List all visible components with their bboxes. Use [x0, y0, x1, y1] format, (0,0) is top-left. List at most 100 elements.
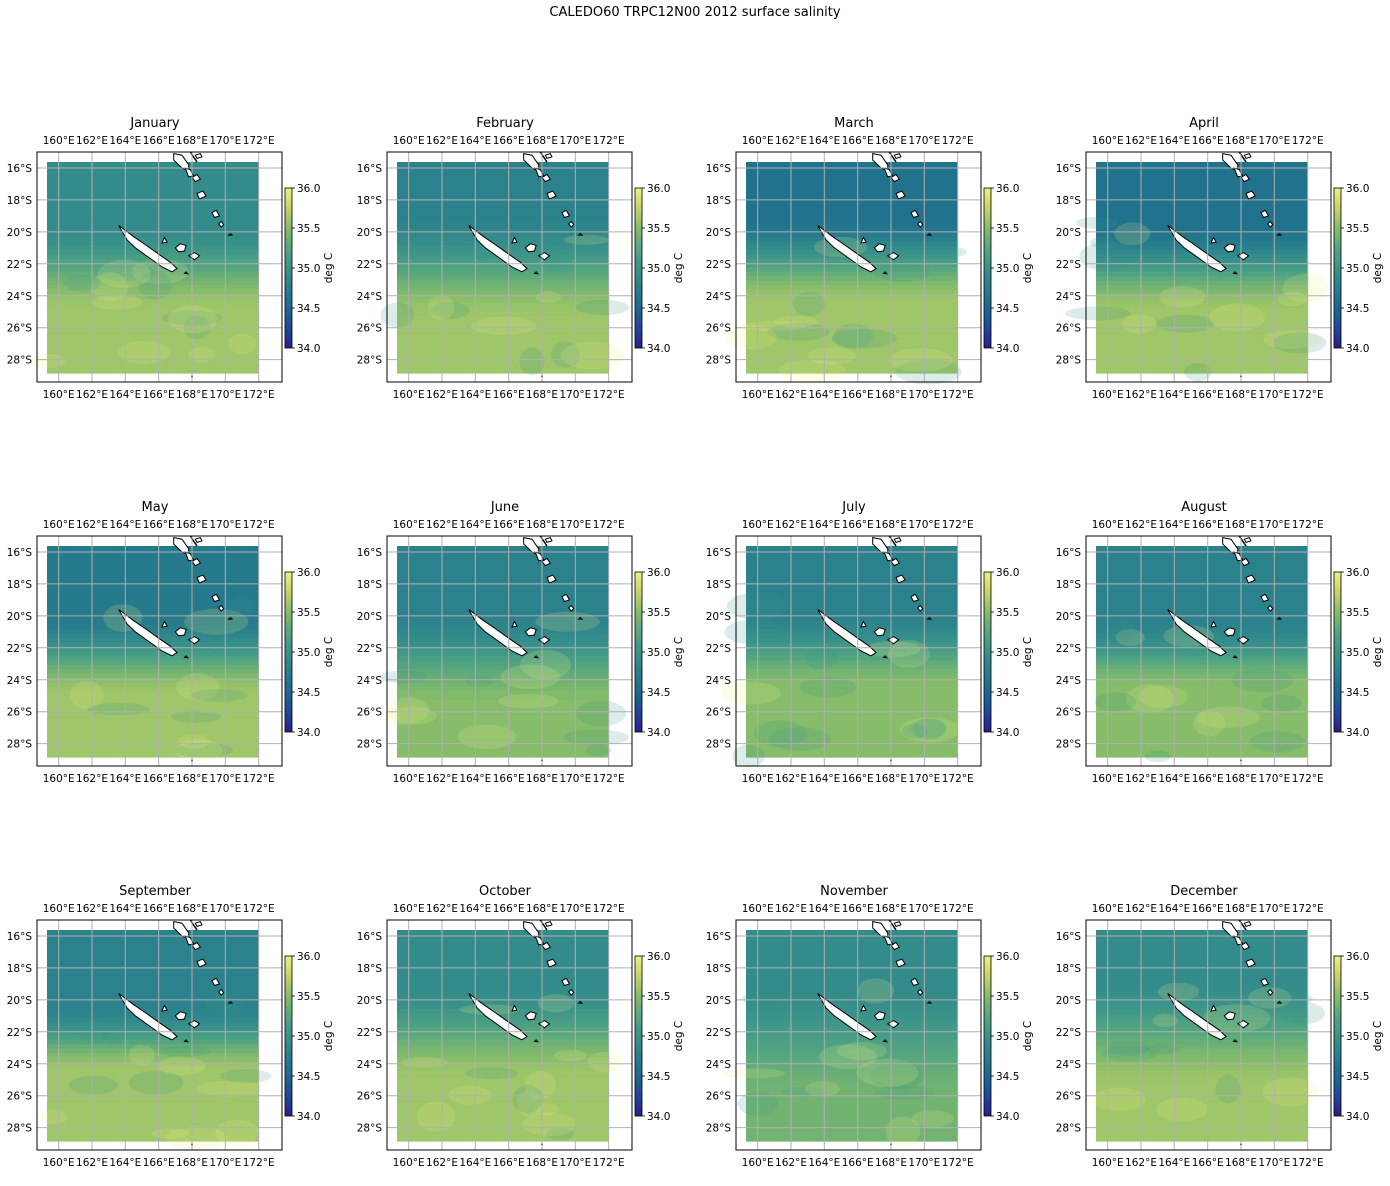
eddy-filament: [1215, 1074, 1241, 1104]
salinity-band: [746, 1004, 958, 1010]
salinity-band: [746, 1048, 958, 1054]
longitude-tick-label: 170°E: [559, 903, 591, 915]
salinity-band: [1096, 682, 1308, 688]
salinity-band: [47, 625, 259, 631]
longitude-tick-label: 164°E: [808, 773, 840, 785]
colorbar-tick-label: 34.5: [647, 303, 670, 315]
colorbar-tick-label: 34.5: [647, 687, 670, 699]
eddy-filament: [188, 346, 215, 363]
salinity-band: [397, 611, 609, 617]
salinity-band: [47, 956, 259, 962]
salinity-band: [746, 1127, 958, 1133]
salinity-band: [1096, 1035, 1308, 1041]
salinity-band: [746, 162, 958, 167]
salinity-band: [397, 546, 609, 551]
land-island: [468, 225, 528, 273]
map-panel-january: January 160°E 160°E 162°E 162°E 164°E 164°E 166…: [0, 116, 335, 418]
salinity-band: [397, 162, 609, 167]
salinity-band: [1096, 991, 1308, 997]
latitude-tick-label: 16°S: [357, 931, 383, 943]
salinity-band: [746, 708, 958, 714]
eddy-filament: [856, 1058, 919, 1087]
salinity-band: [47, 1136, 259, 1142]
longitude-tick-label: 162°E: [1125, 1157, 1157, 1169]
longitude-tick-label: 170°E: [209, 135, 241, 147]
salinity-band: [1096, 1092, 1308, 1098]
salinity-band: [47, 227, 259, 233]
eddy-filament: [1273, 332, 1327, 354]
colorbar-tick-label: 36.0: [996, 951, 1019, 963]
land-island: [537, 1020, 551, 1029]
salinity-band: [47, 232, 259, 238]
salinity-band: [746, 188, 958, 194]
colorbar: [1333, 571, 1342, 733]
salinity-band: [746, 669, 958, 675]
eddy-filament: [563, 234, 610, 245]
latitude-tick-label: 16°S: [7, 931, 33, 943]
eddy-filament: [1079, 242, 1139, 272]
salinity-band: [1096, 1039, 1308, 1045]
salinity-band: [397, 342, 609, 348]
eddy-filament: [799, 677, 857, 698]
longitude-tick-label: 164°E: [459, 773, 491, 785]
coastline-vanuatu: [189, 151, 198, 163]
longitude-tick-label: 166°E: [842, 389, 874, 401]
land-island: [1236, 636, 1250, 645]
salinity-band: [397, 642, 609, 648]
latitude-tick-label: 22°S: [706, 643, 732, 655]
eddy-filament: [741, 992, 789, 1005]
eddy-filament: [1203, 1004, 1271, 1032]
colorbar-tick-label: 35.5: [996, 223, 1019, 235]
salinity-band: [397, 1048, 609, 1054]
longitude-tick-label: 160°E: [1092, 135, 1124, 147]
land-island: [895, 958, 906, 968]
eddy-filament: [912, 718, 947, 740]
salinity-band: [397, 699, 609, 705]
salinity-band: [397, 285, 609, 291]
salinity-band: [1096, 677, 1308, 683]
land-island: [860, 620, 867, 628]
land-island: [917, 988, 924, 996]
colorbar-tick-label: 36.0: [647, 567, 670, 579]
latitude-tick-label: 24°S: [7, 291, 33, 303]
salinity-band: [397, 563, 609, 569]
longitude-tick-label: 172°E: [243, 773, 275, 785]
salinity-band: [47, 686, 259, 692]
salinity-band: [397, 368, 609, 374]
salinity-band: [746, 1123, 958, 1129]
longitude-tick-label: 166°E: [842, 519, 874, 531]
salinity-band: [746, 1057, 958, 1063]
salinity-band: [746, 594, 958, 600]
land-island: [544, 152, 553, 159]
land-island: [926, 616, 933, 620]
land-island: [860, 236, 867, 244]
eddy-filament: [754, 720, 807, 747]
salinity-band: [397, 655, 609, 661]
eddy-filament: [168, 305, 218, 334]
latitude-tick-label: 16°S: [1056, 163, 1082, 175]
salinity-band: [1096, 324, 1308, 330]
salinity-band: [746, 651, 958, 657]
land-island: [227, 1000, 234, 1004]
salinity-band: [47, 1123, 259, 1129]
longitude-tick-label: 160°E: [393, 773, 425, 785]
salinity-band: [1096, 743, 1308, 749]
salinity-band: [1096, 598, 1308, 604]
salinity-band: [746, 258, 958, 264]
salinity-band: [47, 214, 259, 220]
colorbar-tick-label: 35.0: [996, 263, 1019, 275]
land-island: [174, 627, 187, 637]
colorbar-tick-label: 36.0: [1346, 183, 1369, 195]
eddy-filament: [857, 978, 895, 1004]
land-island: [893, 536, 902, 543]
salinity-band: [397, 951, 609, 957]
panel-title: September: [119, 884, 191, 899]
longitude-tick-label: 172°E: [1292, 519, 1324, 531]
eddy-filament: [174, 739, 223, 762]
salinity-band: [397, 1075, 609, 1081]
latitude-tick-label: 26°S: [1056, 1091, 1082, 1103]
latitude-tick-label: 20°S: [357, 227, 383, 239]
salinity-band: [397, 1092, 609, 1098]
salinity-band: [746, 1132, 958, 1138]
salinity-band: [746, 1026, 958, 1032]
